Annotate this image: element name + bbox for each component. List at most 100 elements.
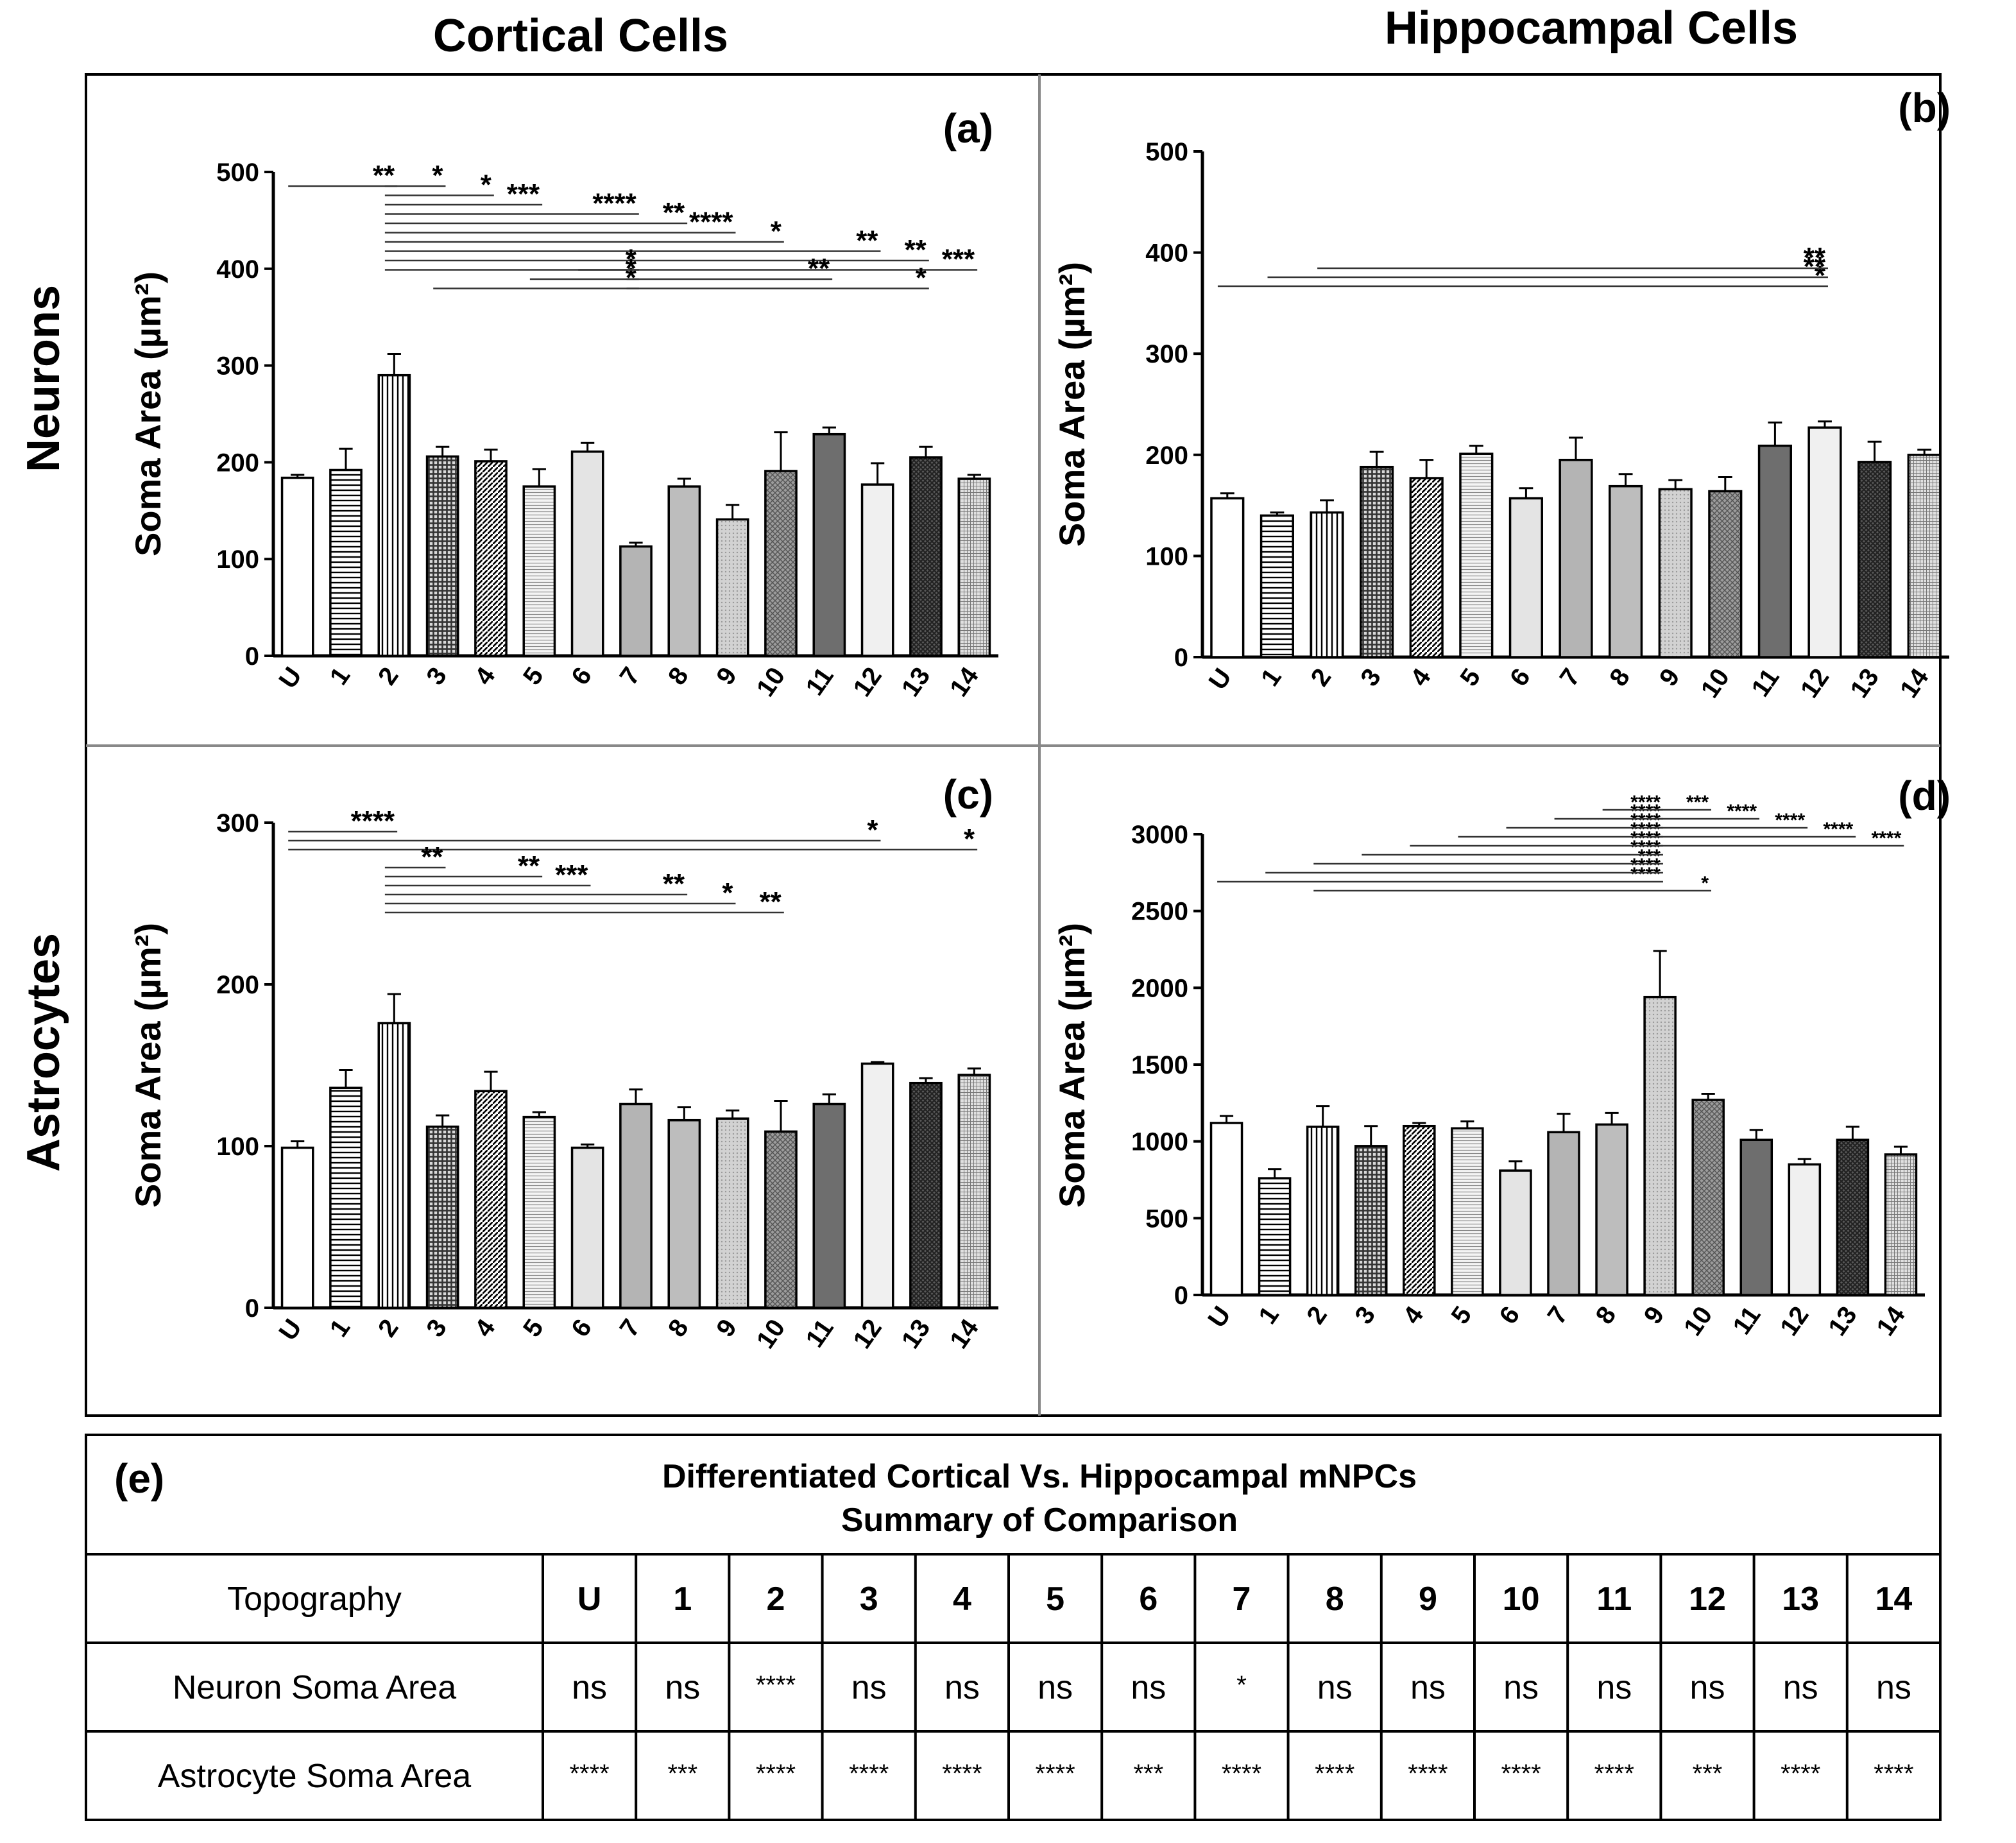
significance-label: * — [722, 877, 733, 909]
x-tick-label: 11 — [1746, 664, 1784, 702]
bar — [1360, 465, 1394, 658]
x-tick-label: U — [273, 662, 307, 694]
significance-label: * — [432, 160, 443, 191]
bar — [667, 1119, 701, 1309]
summary-table: (e) Differentiated Cortical Vs. Hippocam… — [85, 1434, 1942, 1821]
x-tick-label: 14 — [1871, 1301, 1911, 1341]
x-tick-label: 9 — [711, 662, 742, 690]
x-tick-label: 8 — [663, 662, 694, 690]
bar — [1907, 454, 1942, 658]
bar — [1757, 444, 1792, 658]
bar — [425, 455, 459, 657]
x-tick-label: 10 — [1679, 1301, 1718, 1341]
x-tick-label: 4 — [470, 662, 501, 690]
y-tick-label: 500 — [1145, 1204, 1188, 1233]
x-tick-label: 5 — [518, 662, 549, 690]
table-cell: **** — [1594, 1760, 1634, 1788]
significance-label: * — [481, 169, 492, 201]
bar — [812, 433, 846, 657]
bar — [329, 468, 363, 657]
column-title-hippocampal: Hippocampal Cells — [1385, 3, 1798, 54]
bar — [667, 485, 701, 657]
bar — [570, 1146, 604, 1309]
bar — [1459, 452, 1494, 658]
table-title-line2: Summary of Comparison — [841, 1502, 1238, 1539]
x-tick-label: 8 — [663, 1314, 694, 1342]
x-tick-label: 3 — [1355, 664, 1387, 691]
significance-label: **** — [1727, 801, 1757, 822]
x-tick-label: 5 — [518, 1314, 549, 1342]
table-cell: *** — [1133, 1760, 1163, 1788]
significance-label: **** — [689, 207, 733, 238]
x-tick-label: 1 — [325, 662, 356, 690]
table-cell: **** — [942, 1760, 982, 1788]
significance-label: ** — [663, 868, 685, 900]
y-tick-label: 0 — [245, 642, 259, 671]
significance-label: **** — [351, 805, 395, 837]
x-tick-label: 9 — [711, 1314, 742, 1342]
bar — [764, 1130, 798, 1309]
bar — [860, 483, 894, 657]
table-cell: ns — [1596, 1669, 1632, 1706]
bar — [1260, 514, 1294, 658]
x-tick-label: 2 — [373, 1314, 404, 1342]
y-tick-label: 2000 — [1131, 974, 1188, 1002]
y-tick-label: 200 — [216, 449, 259, 477]
x-tick-label: 1 — [325, 1314, 356, 1342]
x-tick-label: 10 — [1696, 664, 1736, 703]
significance-label: ** — [760, 886, 782, 918]
significance-label: **** — [1775, 810, 1805, 831]
bar — [1354, 1145, 1388, 1296]
significance-label: ** — [421, 841, 443, 873]
table-cell: **** — [756, 1760, 796, 1788]
x-tick-label: 11 — [800, 1314, 839, 1353]
bar — [1658, 488, 1693, 658]
table-cell: **** — [1035, 1760, 1075, 1788]
table-cell: *** — [667, 1760, 697, 1788]
table-cell: **** — [1501, 1760, 1541, 1788]
panel-label: (a) — [943, 105, 993, 151]
table-cell: ns — [1038, 1669, 1073, 1706]
table-cell: ns — [1410, 1669, 1446, 1706]
significance-label: ** — [856, 225, 878, 257]
table-header-cell: 4 — [953, 1581, 971, 1618]
bar — [1409, 477, 1444, 658]
x-tick-label: 2 — [1301, 1301, 1333, 1329]
y-tick-label: 100 — [1145, 542, 1188, 570]
table-header-cell: U — [577, 1581, 602, 1618]
table-header-cell: 9 — [1419, 1581, 1437, 1618]
y-tick-label: 300 — [216, 809, 259, 837]
x-tick-label: 7 — [1555, 664, 1586, 691]
x-tick-label: 6 — [1494, 1301, 1526, 1329]
significance-label: **** — [592, 188, 636, 219]
x-tick-label: 2 — [1306, 664, 1337, 691]
table-cell: **** — [756, 1671, 796, 1699]
bar — [280, 1146, 314, 1309]
table-cell: **** — [1315, 1760, 1354, 1788]
y-tick-label: 100 — [216, 1133, 259, 1161]
table-header-cell: 1 — [673, 1581, 692, 1618]
y-tick-label: 1000 — [1131, 1128, 1188, 1156]
bar — [1499, 1169, 1532, 1296]
column-title-cortical: Cortical Cells — [433, 10, 728, 62]
bar — [1210, 497, 1245, 658]
bar — [1403, 1124, 1436, 1296]
x-tick-label: 8 — [1604, 664, 1636, 691]
table-row-label: Astrocyte Soma Area — [158, 1758, 472, 1795]
significance-label: *** — [1638, 846, 1661, 867]
table-cell: **** — [1222, 1760, 1261, 1788]
bar — [377, 1022, 411, 1309]
significance-label: * — [964, 823, 975, 855]
x-tick-label: 13 — [896, 1314, 936, 1354]
x-tick-label: 9 — [1639, 1301, 1670, 1329]
significance-label: * — [626, 253, 637, 284]
bar — [1258, 1177, 1292, 1296]
table-cell: * — [1236, 1671, 1247, 1699]
x-tick-label: 11 — [1727, 1301, 1766, 1340]
bar — [570, 450, 604, 657]
significance-label: ** — [663, 197, 685, 228]
bar — [957, 1074, 991, 1309]
bar — [1508, 497, 1543, 658]
